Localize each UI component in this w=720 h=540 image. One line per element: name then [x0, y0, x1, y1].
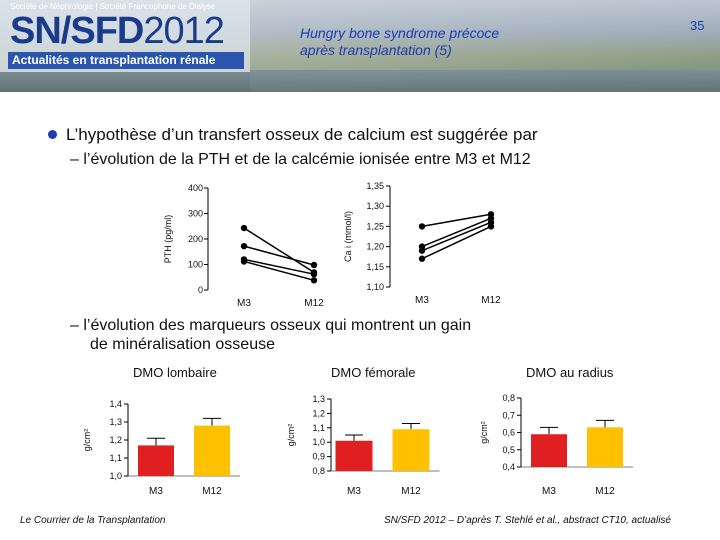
chart-4-bar-m12 — [587, 427, 623, 467]
chart-title-radius: DMO au radius — [526, 365, 614, 380]
chart-1-y-tick-label: 1,20 — [366, 242, 384, 252]
chart-0-y-tick-label: 100 — [188, 260, 203, 270]
chart-2-y-axis-label: g/cm² — [82, 429, 92, 452]
chart-0-y-tick-label: 400 — [188, 183, 203, 193]
chart-2-y-tick-label: 1,0 — [109, 471, 122, 481]
chart-0-point-m3 — [240, 256, 248, 263]
chart-3-x-tick-label: M3 — [347, 486, 361, 497]
bullet-sub-2-line-1: – l’évolution des marqueurs osseux qui m… — [70, 317, 472, 334]
chart-0-x-tick-label: M12 — [304, 298, 324, 309]
chart-2-x-tick-label: M3 — [149, 486, 163, 497]
chart-4-y-axis-label: g/cm² — [479, 421, 489, 444]
chart-1-point-m12 — [487, 215, 495, 222]
footer-reference: SN/SFD 2012 – D’après T. Stehlé et al., … — [384, 515, 671, 526]
chart-3-y-axis-label: g/cm² — [286, 424, 296, 447]
slide-number: 35 — [690, 18, 705, 33]
chart-0-series-line — [243, 260, 315, 282]
chart-2-bar-m12 — [194, 425, 230, 476]
chart-0-series-line — [243, 245, 315, 266]
bullet-main: L’hypothèse d’un transfert osseux de cal… — [66, 125, 538, 144]
chart-1-series-line — [421, 225, 492, 260]
chart-1-point-m3 — [418, 243, 426, 250]
chart-4-bar-m3 — [531, 434, 567, 467]
chart-0-x-tick-label: M3 — [237, 298, 251, 309]
chart-1-x-tick-label: M3 — [415, 295, 429, 306]
chart-0-point-m3 — [240, 224, 248, 232]
logo-subtitle: Actualités en transplantation rénale — [8, 52, 244, 69]
chart-1-series-line — [421, 217, 492, 248]
chart-1-series-line — [421, 213, 492, 228]
chart-2-y-tick-label: 1,2 — [109, 435, 122, 445]
chart-1-point-m3 — [418, 223, 426, 230]
chart-0-point-m12 — [310, 270, 318, 278]
chart-0-point-m12 — [310, 261, 318, 269]
chart-4-y-tick-label: 0,4 — [502, 462, 515, 472]
chart-2-y-tick-label: 1,4 — [109, 399, 122, 409]
chart-1-series-line — [421, 221, 492, 252]
chart-0-point-m12 — [310, 269, 318, 276]
chart-1-x-tick-label: M12 — [481, 295, 501, 306]
chart-1-point-m12 — [487, 211, 495, 218]
logo-year: 2012 — [143, 10, 225, 52]
header-banner: Société de Néphrologie | Société Francop… — [0, 0, 720, 92]
chart-4-y-tick-label: 0,5 — [502, 445, 515, 455]
chart-4-y-tick-label: 0,6 — [502, 428, 515, 438]
chart-title-femorale: DMO fémorale — [331, 365, 416, 380]
chart-1-y-tick-label: 1,10 — [366, 282, 384, 292]
banner-lake — [0, 70, 720, 92]
chart-0-y-tick-label: 0 — [198, 285, 203, 295]
chart-2-x-tick-label: M12 — [202, 486, 222, 497]
society-line: Société de Néphrologie | Société Francop… — [10, 2, 216, 11]
chart-1-y-axis-label: Ca i (mmol/l) — [343, 211, 353, 262]
chart-3-bar-m12 — [392, 429, 430, 471]
chart-4-x-tick-label: M3 — [542, 486, 556, 497]
chart-4-y-tick-label: 0,7 — [502, 410, 515, 420]
bullet-sub-2-line-2: de minéralisation osseuse — [90, 336, 275, 353]
chart-4-x-tick-label: M12 — [595, 486, 615, 497]
bullet-sub-1: – l’évolution de la PTH et de la calcémi… — [70, 151, 531, 168]
footer-source: Le Courrier de la Transplantation — [20, 515, 166, 526]
chart-0-y-tick-label: 300 — [188, 209, 203, 219]
slide-title-line-1: Hungry bone syndrome précoce — [300, 25, 500, 41]
logo-text: SN/SFD2012 — [10, 10, 225, 52]
chart-1-y-tick-label: 1,35 — [366, 181, 384, 191]
chart-1-point-m3 — [418, 255, 426, 262]
chart-1-point-m12 — [487, 219, 495, 226]
chart-2-y-tick-label: 1,3 — [109, 417, 122, 427]
chart-0-y-tick-label: 200 — [188, 234, 203, 244]
chart-0-point-m12 — [310, 277, 318, 284]
chart-1-y-tick-label: 1,30 — [366, 201, 384, 211]
chart-3-y-tick-label: 0,8 — [312, 466, 325, 476]
chart-1-point-m3 — [418, 247, 426, 254]
bullet-icon — [48, 130, 57, 139]
chart-3-y-tick-label: 1,1 — [312, 423, 325, 433]
chart-3-y-tick-label: 0,9 — [312, 452, 325, 462]
chart-0-series-line — [243, 227, 315, 274]
chart-1-y-tick-label: 1,25 — [366, 221, 384, 231]
chart-1-point-m12 — [487, 223, 495, 230]
chart-0-y-axis-label: PTH (pg/ml) — [163, 215, 173, 264]
chart-3-y-tick-label: 1,3 — [312, 394, 325, 404]
chart-2-bar-m3 — [138, 445, 174, 476]
chart-title-lombaire: DMO lombaire — [133, 365, 217, 380]
chart-0-point-m3 — [240, 258, 248, 265]
chart-0-point-m3 — [240, 242, 248, 250]
chart-1-y-tick-label: 1,15 — [366, 262, 384, 272]
slide-title-line-2: après transplantation (5) — [300, 42, 452, 58]
chart-3-x-tick-label: M12 — [401, 486, 421, 497]
chart-0-series-line — [243, 258, 315, 275]
chart-2-y-tick-label: 1,1 — [109, 453, 122, 463]
slide-title: Hungry bone syndrome précoce après trans… — [300, 25, 499, 59]
chart-3-y-tick-label: 1,0 — [312, 437, 325, 447]
logo: Société de Néphrologie | Société Francop… — [0, 0, 250, 72]
chart-3-bar-m3 — [335, 440, 373, 471]
chart-4-y-tick-label: 0,8 — [502, 393, 515, 403]
logo-sn: SN/SFD — [10, 10, 144, 52]
chart-3-y-tick-label: 1,2 — [312, 408, 325, 418]
